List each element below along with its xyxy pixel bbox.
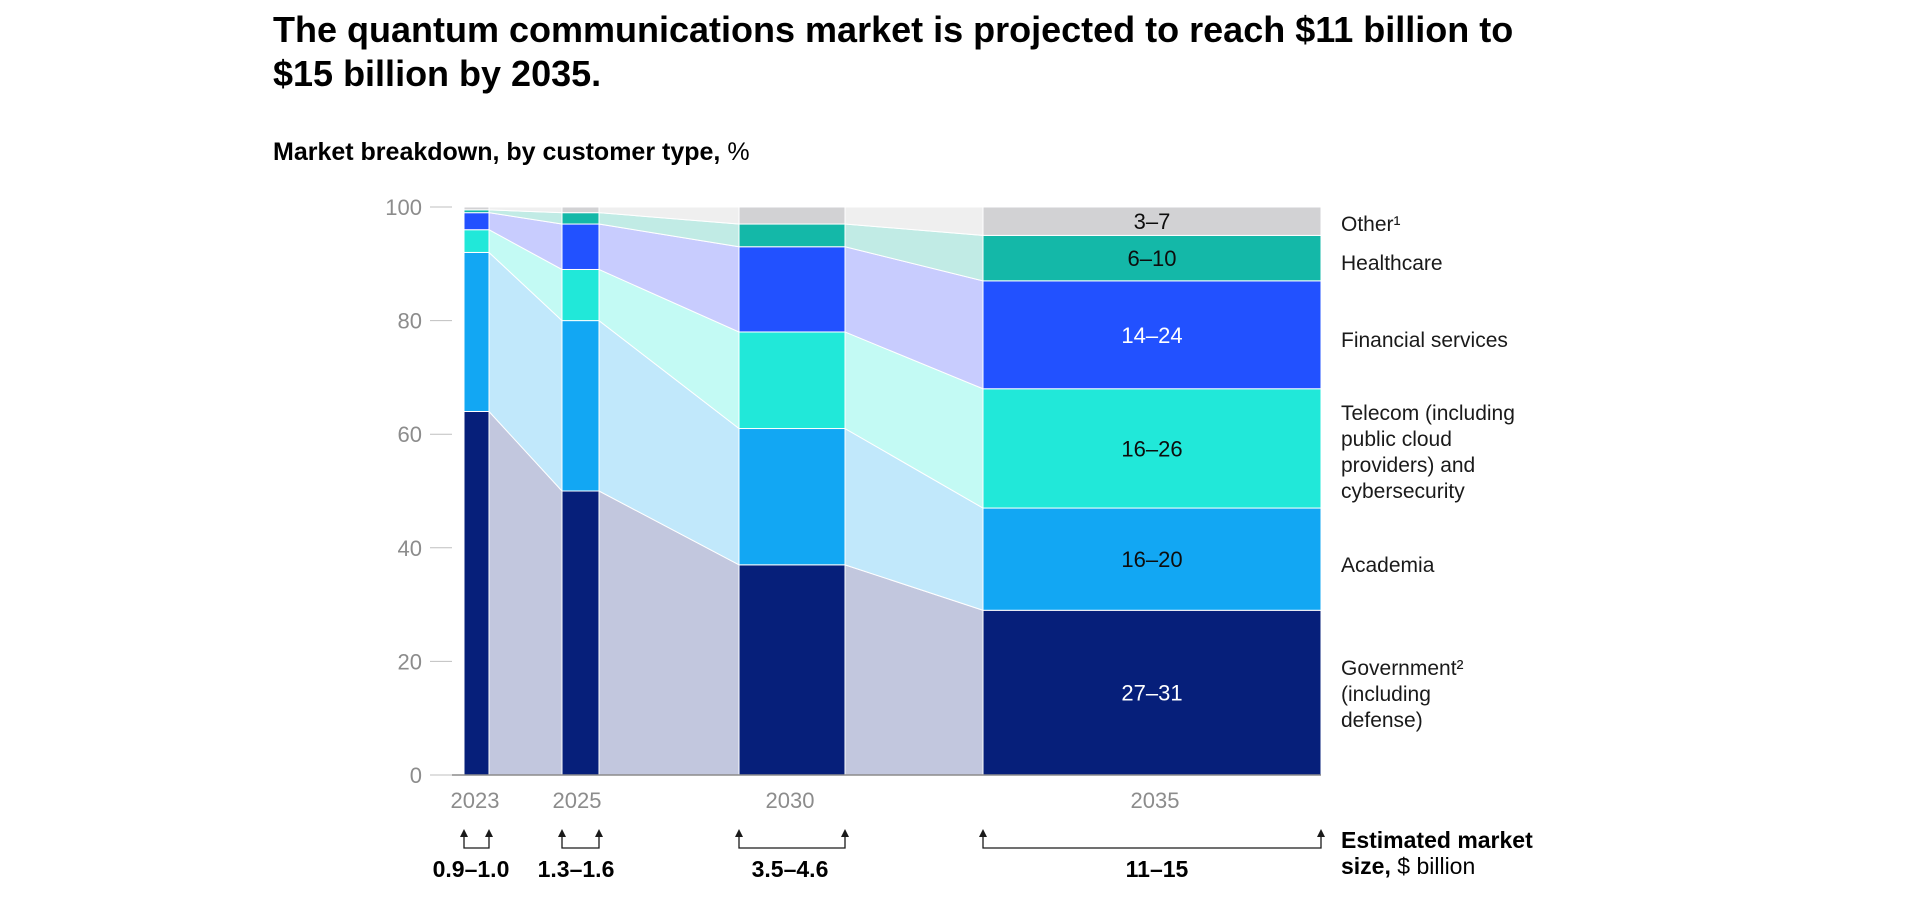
- bar-telecom-2023: [463, 229, 490, 253]
- bar-government-2030: [738, 564, 846, 776]
- market-size-row: 0.9–1.0 1.3–1.6 3.5–4.6 11–15 Estimated mark…: [433, 827, 1533, 882]
- market-size-title: Estimated market: [1341, 827, 1533, 853]
- market-size-value-2025: 1.3–1.6: [538, 856, 615, 882]
- bar-academia-2023: [463, 251, 490, 412]
- legend-item-telecom: Telecom (including public cloud providers)…: [1341, 402, 1515, 503]
- bar-financial-2035: [982, 280, 1322, 390]
- legend-item-financial: Financial services: [1341, 329, 1508, 352]
- bar-financial-2025: [561, 223, 600, 270]
- market-size-value-2030: 3.5–4.6: [752, 856, 829, 882]
- value-label-academia: 16–20: [1121, 547, 1182, 572]
- legend-item-government: Government² (including defense): [1341, 657, 1464, 732]
- arrow-up-icon: [735, 829, 743, 837]
- y-tick-label: 20: [398, 649, 422, 674]
- arrow-up-icon: [841, 829, 849, 837]
- bar-financial-2030: [738, 246, 846, 333]
- legend: Other¹ Healthcare Financial services Teleco…: [1341, 213, 1515, 732]
- x-tick-label-2025: 2025: [553, 788, 602, 813]
- bar-academia-2030: [738, 428, 846, 566]
- bar-other-2025: [561, 206, 600, 214]
- x-tick-label-2035: 2035: [1131, 788, 1180, 813]
- bar-financial-2023: [463, 212, 490, 231]
- y-tick-label: 100: [385, 195, 422, 220]
- y-tick-label: 80: [398, 309, 422, 334]
- arrow-up-icon: [1317, 829, 1325, 837]
- arrow-up-icon: [595, 829, 603, 837]
- market-size-bracket: [982, 833, 1322, 849]
- subtitle-bold: Market breakdown, by customer type,: [273, 138, 721, 166]
- bar-healthcare-2025: [561, 212, 600, 225]
- subtitle-unit: %: [727, 138, 750, 166]
- bar-value-labels: 27–31 16–20 16–26 14–24 6–10 3–7: [1121, 209, 1182, 705]
- bar-other-2035: [982, 206, 1322, 236]
- value-label-government: 27–31: [1121, 681, 1182, 706]
- bar-government-2025: [561, 490, 600, 776]
- market-size-bracket: [738, 833, 846, 849]
- value-label-healthcare: 6–10: [1128, 246, 1177, 271]
- legend-item-healthcare: Healthcare: [1341, 252, 1443, 275]
- bar-telecom-2030: [738, 331, 846, 430]
- value-label-telecom: 16–26: [1121, 436, 1182, 461]
- legend-item-academia: Academia: [1341, 554, 1435, 577]
- y-tick-label: 0: [410, 763, 422, 788]
- legend-item-other: Other¹: [1341, 213, 1401, 236]
- value-label-other: 3–7: [1134, 209, 1171, 234]
- chart-subtitle: Market breakdown, by customer type, %: [273, 138, 750, 167]
- chart-title: The quantum communications market is pro…: [273, 9, 1514, 94]
- bar-healthcare-2030: [738, 223, 846, 248]
- bar-telecom-2025: [561, 268, 600, 322]
- arrow-up-icon: [979, 829, 987, 837]
- market-size-value-2023: 0.9–1.0: [433, 856, 510, 882]
- bars: [463, 206, 1322, 776]
- y-axis: 0 20 40 60 80 100: [385, 195, 1321, 788]
- arrow-up-icon: [558, 829, 566, 837]
- bar-government-2023: [463, 410, 490, 776]
- bar-other-2030: [738, 206, 846, 225]
- value-label-financial: 14–24: [1121, 323, 1182, 348]
- market-size-bracket: [561, 833, 600, 849]
- transition-bands: [488, 206, 984, 776]
- bar-other-2023: [463, 206, 490, 211]
- market-size-unit: size, $ billion: [1341, 853, 1475, 879]
- y-tick-label: 60: [398, 422, 422, 447]
- arrow-up-icon: [485, 829, 493, 837]
- arrow-up-icon: [460, 829, 468, 837]
- bar-academia-2025: [561, 320, 600, 492]
- bar-healthcare-2035: [982, 234, 1322, 282]
- x-axis: 2023 2025 2030 2035: [451, 788, 1180, 813]
- bar-telecom-2035: [982, 388, 1322, 509]
- x-tick-label-2023: 2023: [451, 788, 500, 813]
- x-tick-label-2030: 2030: [766, 788, 815, 813]
- y-tick-label: 40: [398, 536, 422, 561]
- market-size-bracket: [463, 833, 490, 849]
- market-size-value-2035: 11–15: [1126, 856, 1189, 882]
